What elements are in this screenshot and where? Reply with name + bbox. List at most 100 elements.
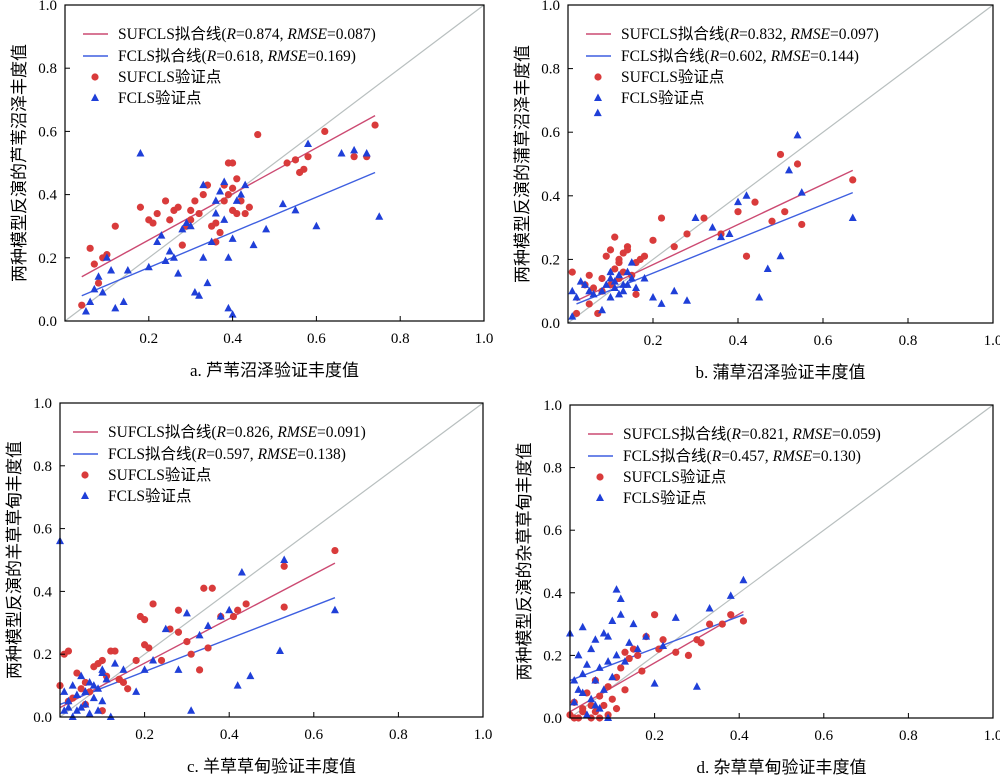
sufcls-fit-line <box>569 610 744 713</box>
sufcls-point <box>321 127 329 135</box>
fcls-point <box>578 622 587 631</box>
sufcls-point <box>187 650 195 658</box>
legend: SUFCLS拟合线(R=0.832, RMSE=0.097)FCLS拟合线(R=… <box>586 25 879 107</box>
fcls-point <box>570 697 579 706</box>
fcls-point <box>190 288 199 296</box>
fcls-point <box>98 696 107 705</box>
fcls-point <box>161 256 170 264</box>
sufcls-point <box>768 217 776 225</box>
fcls-point <box>77 671 86 680</box>
sufcls-point <box>191 197 199 205</box>
fcls-point <box>94 272 103 280</box>
fcls-point <box>72 690 81 699</box>
legend-fcls-point-swatch <box>91 93 99 101</box>
fcls-point <box>610 277 619 285</box>
fcls-point <box>89 693 98 702</box>
sufcls-point <box>149 600 157 608</box>
fcls-point <box>199 253 208 261</box>
fcls-point <box>578 669 587 678</box>
x-tick-label: 0.2 <box>135 727 154 743</box>
fcls-point <box>207 237 216 245</box>
legend-rmse-value: =0.138) <box>297 446 346 463</box>
sufcls-point <box>187 206 195 214</box>
x-tick-label: 0.6 <box>304 727 323 743</box>
sufcls-point <box>621 686 629 694</box>
x-axis-label: d. 杂草草甸验证丰度值 <box>697 758 867 775</box>
fcls-point <box>81 687 90 695</box>
plot-frame <box>64 4 485 322</box>
sufcls-point <box>233 175 241 183</box>
y-tick-label: 0.8 <box>541 62 560 78</box>
legend-entry: FCLS验证点 <box>623 489 707 507</box>
fcls-point <box>623 267 632 276</box>
y-tick-label: 1.0 <box>38 0 57 14</box>
x-axis-label: c. 羊草草甸验证丰度值 <box>187 757 356 775</box>
sufcls-point <box>242 600 250 608</box>
fcls-point <box>633 644 642 653</box>
sufcls-point <box>350 153 358 161</box>
legend-label: SUFCLS拟合线( <box>118 25 227 43</box>
fcls-point <box>140 665 149 673</box>
reference-line <box>569 404 994 719</box>
sufcls-point <box>224 191 233 199</box>
sufcls-point <box>579 708 587 716</box>
fcls-point <box>691 213 700 222</box>
legend-r-label: R <box>729 26 740 43</box>
fcls-point <box>165 246 174 255</box>
legend-rmse-value: =0.130) <box>812 448 861 465</box>
sufcls-point <box>625 654 633 663</box>
fcls-point <box>187 706 196 714</box>
sufcls-point <box>651 611 659 619</box>
fcls-point <box>178 224 187 233</box>
fcls-point <box>241 180 250 189</box>
fcls-point <box>275 646 284 655</box>
x-tick-label: 0.4 <box>220 727 239 743</box>
fcls-point <box>599 628 608 637</box>
legend-entry: SUFCLS验证点 <box>108 466 211 484</box>
legend-fcls-point-swatch <box>596 493 604 501</box>
y-tick-label: 0.6 <box>543 523 562 539</box>
legend-rmse-label: RMSE <box>772 448 813 465</box>
legend-entry: SUFCLS拟合线(R=0.832, RMSE=0.097) <box>621 25 879 43</box>
legend-label: SUFCLS拟合线( <box>623 425 732 443</box>
fcls-point <box>64 703 73 711</box>
sufcls-point <box>78 301 86 309</box>
sufcls-point <box>617 664 625 672</box>
legend-label: FCLS拟合线( <box>621 47 710 65</box>
y-axis-label: 两种模型反演的芦苇沼泽丰度值 <box>10 44 29 282</box>
fcls-point <box>725 229 734 237</box>
legend-r-value: =0.457, <box>721 448 772 465</box>
fcls-point <box>608 616 617 624</box>
sufcls-point <box>742 252 751 260</box>
legend-r-label: R <box>206 48 217 65</box>
sufcls-point <box>751 198 759 206</box>
x-tick-label: 1.0 <box>474 727 493 743</box>
sufcls-point <box>371 121 379 129</box>
fcls-point <box>224 303 233 312</box>
legend-entry: SUFCLS验证点 <box>118 68 221 86</box>
sufcls-point <box>727 611 735 619</box>
fcls-point <box>591 700 600 709</box>
fcls-point <box>77 703 86 711</box>
fcls-point <box>195 630 204 639</box>
y-tick-label: 0.4 <box>33 584 52 600</box>
sufcls-point <box>90 260 98 268</box>
plot-frame <box>567 4 994 324</box>
sufcls-point <box>604 683 612 691</box>
sufcls-point <box>734 208 742 216</box>
sufcls-point <box>683 230 691 238</box>
legend-entry: FCLS拟合线(R=0.457, RMSE=0.130) <box>623 447 861 465</box>
fcls-point <box>174 269 183 277</box>
y-tick-label: 0.4 <box>38 188 57 204</box>
y-tick-label: 1.0 <box>33 396 52 412</box>
fcls-fit-line <box>59 597 336 706</box>
sufcls-point <box>589 284 598 292</box>
legend-entry: FCLS拟合线(R=0.597, RMSE=0.138) <box>108 445 346 463</box>
legend-entry: FCLS验证点 <box>108 487 192 505</box>
fcls-point <box>90 284 99 293</box>
fcls-point <box>627 273 636 282</box>
legend-fcls-point-swatch <box>81 491 89 499</box>
y-tick-label: 0.8 <box>38 61 57 77</box>
sufcls-point <box>621 648 629 656</box>
